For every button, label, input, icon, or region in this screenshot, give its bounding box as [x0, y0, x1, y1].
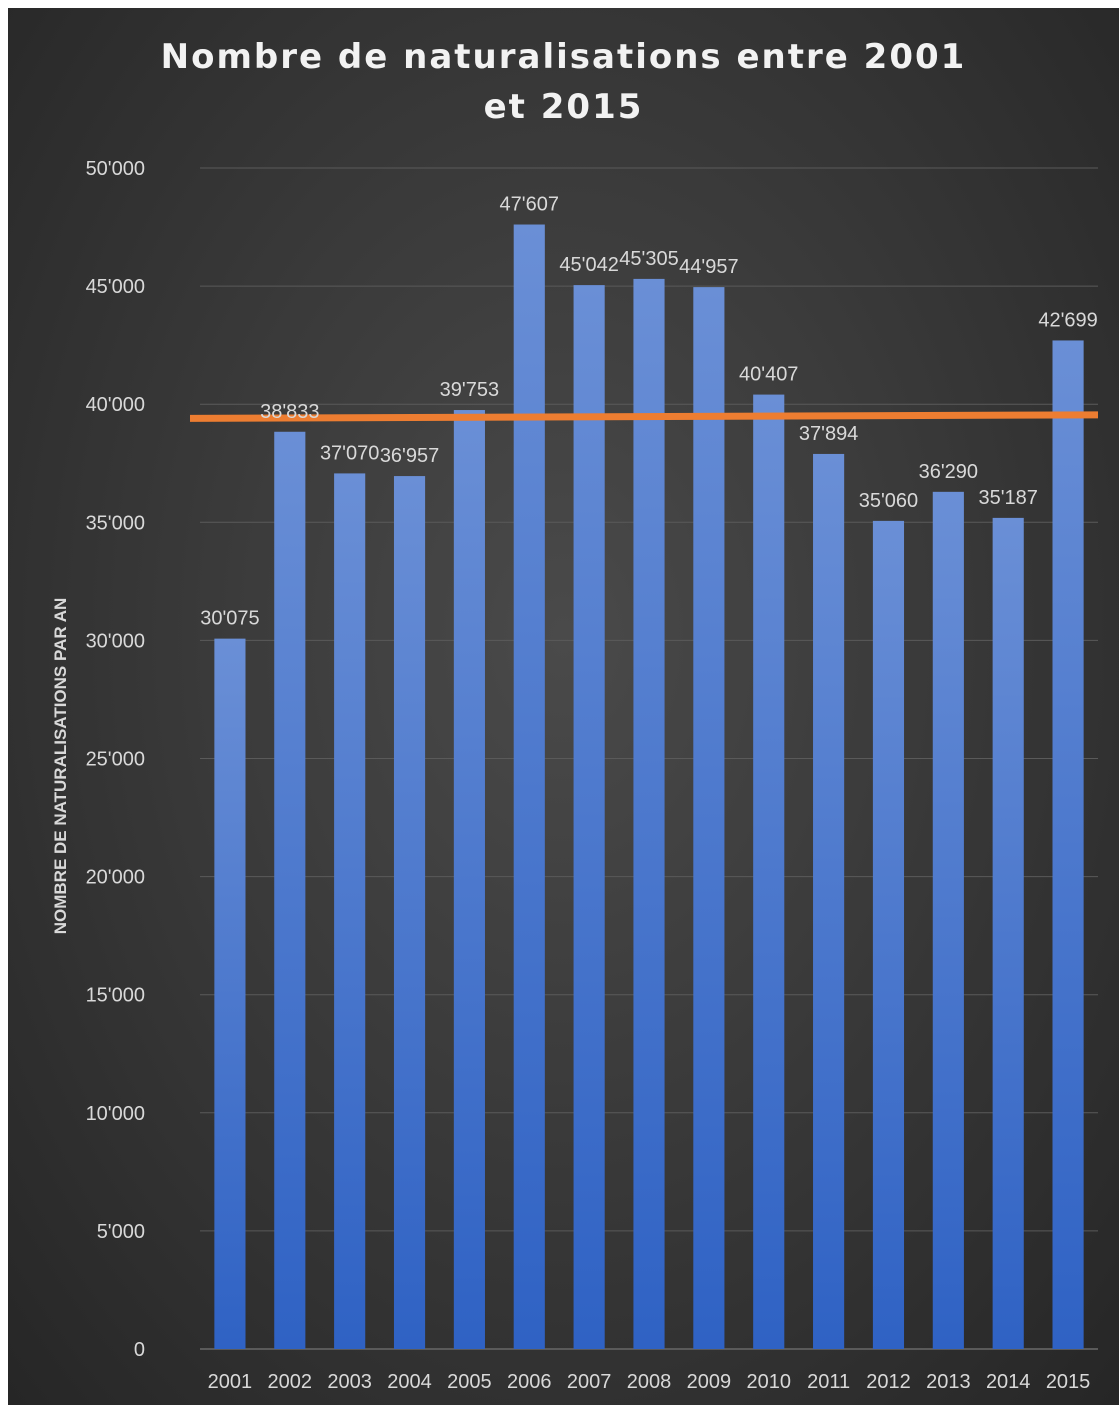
bar	[453, 410, 485, 1349]
x-tick-label: 2004	[387, 1371, 432, 1393]
bars	[214, 224, 1084, 1350]
bar	[813, 453, 845, 1349]
x-tick-label: 2003	[327, 1371, 372, 1393]
bar	[992, 517, 1024, 1349]
chart-title: Nombre de naturalisations entre 2001 et …	[8, 32, 1119, 132]
bar	[334, 473, 366, 1349]
data-label: 37'894	[799, 423, 858, 445]
data-label: 35'187	[978, 487, 1037, 509]
data-label: 44'957	[679, 256, 738, 278]
data-label: 40'407	[739, 364, 798, 386]
reference-line	[189, 411, 1099, 422]
y-tick-label: 0	[134, 1339, 145, 1361]
data-label: 47'607	[500, 194, 559, 216]
data-label: 30'075	[200, 608, 259, 630]
x-tick-label: 2005	[447, 1371, 492, 1393]
data-label: 38'833	[260, 401, 319, 423]
chart-frame: Nombre de naturalisations entre 2001 et …	[8, 8, 1119, 1405]
bar-chart: 0 5'000 10'000 15'000 20'000 25'000 30'000 35'0…	[51, 158, 1099, 1393]
bar	[513, 224, 545, 1349]
y-tick-label: 20'000	[86, 867, 145, 889]
bar	[274, 431, 306, 1349]
y-tick-label: 40'000	[86, 394, 145, 416]
y-axis-ticks: 0 5'000 10'000 15'000 20'000 25'000 30'000 35'0…	[86, 158, 145, 1361]
data-label: 42'699	[1038, 309, 1097, 331]
y-tick-label: 30'000	[86, 630, 145, 652]
y-tick-label: 15'000	[86, 985, 145, 1007]
chart-title-text: Nombre de naturalisations entre 2001 et …	[160, 37, 967, 127]
data-label: 45'305	[619, 248, 678, 270]
data-label: 35'060	[859, 490, 918, 512]
x-tick-label: 2002	[268, 1371, 313, 1393]
y-tick-label: 5'000	[97, 1221, 145, 1243]
y-tick-label: 45'000	[86, 276, 145, 298]
y-axis-title: NOMBRE DE NATURALISATIONS PAR AN	[51, 598, 70, 935]
x-tick-label: 2014	[986, 1371, 1031, 1393]
data-label: 37'070	[320, 442, 379, 464]
bar	[753, 394, 785, 1349]
y-tick-label: 35'000	[86, 512, 145, 534]
bar	[633, 278, 665, 1350]
data-label: 39'753	[440, 379, 499, 401]
x-tick-label: 2006	[507, 1371, 552, 1393]
data-label: 45'042	[559, 254, 618, 276]
x-tick-label: 2001	[208, 1371, 253, 1393]
x-tick-label: 2010	[746, 1371, 791, 1393]
data-label: 36'290	[919, 461, 978, 483]
bar	[214, 638, 246, 1349]
bar	[1052, 340, 1084, 1350]
x-tick-label: 2009	[687, 1371, 732, 1393]
x-tick-label: 2011	[807, 1371, 850, 1393]
x-tick-label: 2008	[627, 1371, 672, 1393]
x-tick-label: 2013	[926, 1371, 971, 1393]
x-axis-ticks: 2001 2002 2003 2004 2005 2006 2007 2008 2009 2010…	[208, 1371, 1091, 1393]
bar	[693, 287, 725, 1349]
x-tick-label: 2015	[1046, 1371, 1091, 1393]
data-label: 36'957	[380, 445, 439, 467]
bar	[573, 285, 605, 1350]
y-tick-label: 25'000	[86, 749, 145, 771]
x-tick-label: 2007	[567, 1371, 612, 1393]
bar	[872, 520, 905, 1349]
y-tick-label: 50'000	[86, 158, 145, 180]
reference-line-layer	[189, 411, 1099, 422]
x-tick-label: 2012	[866, 1371, 911, 1393]
bar	[393, 476, 426, 1349]
y-tick-label: 10'000	[86, 1103, 145, 1125]
bar	[932, 491, 964, 1349]
